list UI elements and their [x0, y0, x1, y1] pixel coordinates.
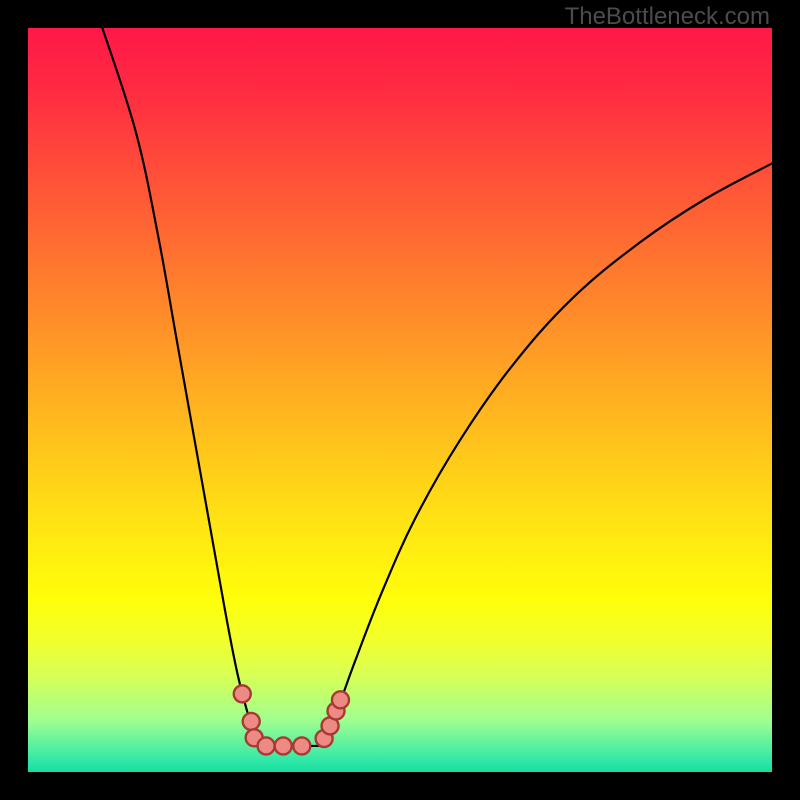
watermark-text: TheBottleneck.com	[565, 3, 770, 31]
data-marker	[234, 685, 251, 702]
plot-area	[28, 28, 772, 772]
curve-layer	[28, 28, 772, 772]
chart-frame: TheBottleneck.com	[0, 0, 800, 800]
bottleneck-curve	[102, 28, 772, 746]
data-marker	[293, 737, 310, 754]
data-marker	[243, 713, 260, 730]
data-marker	[258, 737, 275, 754]
data-marker	[332, 691, 349, 708]
data-marker	[275, 737, 292, 754]
